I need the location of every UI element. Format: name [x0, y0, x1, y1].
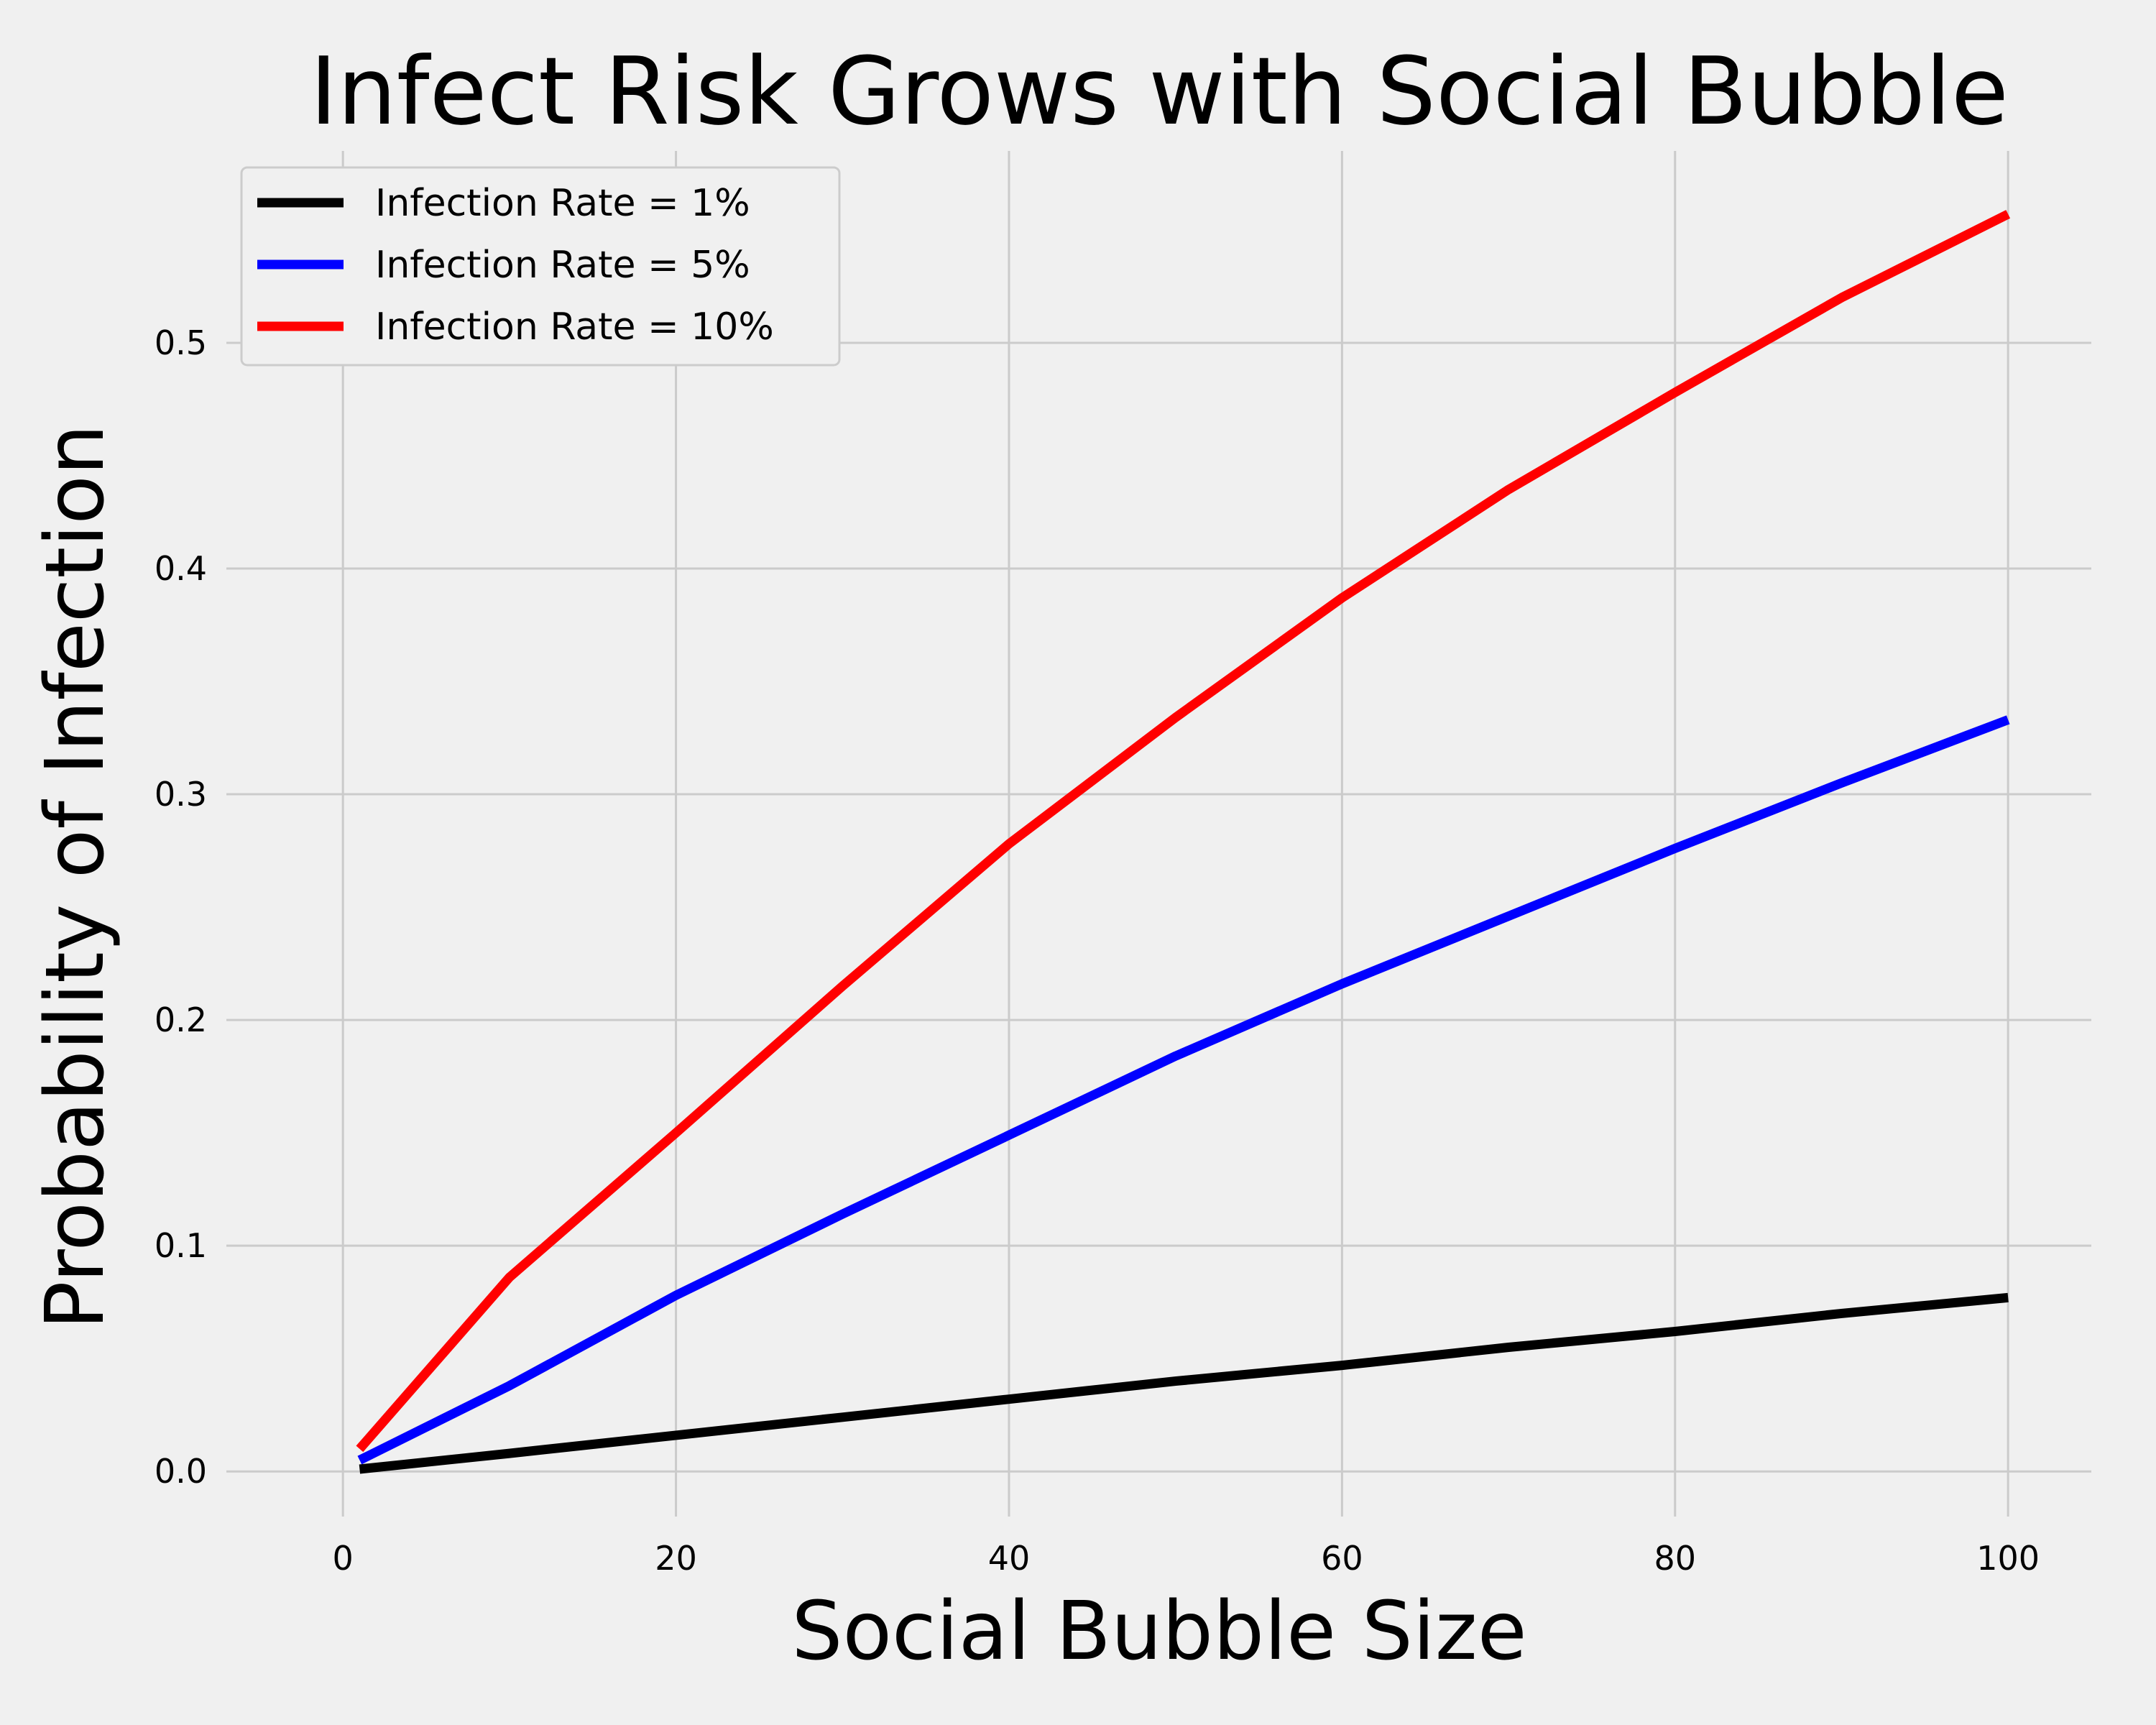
x-tick-label: 60: [1321, 1539, 1363, 1578]
series-lines: [356, 210, 2011, 1474]
legend-box: [240, 166, 841, 367]
grid: [226, 151, 2091, 1517]
y-tick-label: 0.2: [155, 1000, 207, 1039]
x-tick-label: 0: [333, 1539, 354, 1578]
legend-label-2: Infection Rate = 5%: [375, 244, 750, 287]
chart-title: Infect Risk Grows with Social Bubble: [310, 37, 2009, 146]
y-tick-label: 0.3: [155, 775, 207, 814]
series-line-1: [359, 1292, 2009, 1474]
y-axis-ticks: 0.0 0.1 0.2 0.3 0.4 0.5: [155, 323, 207, 1491]
legend: Infection Rate = 1% Infection Rate = 5% In…: [240, 166, 841, 367]
y-axis-label: Probability of Infection: [29, 424, 122, 1330]
y-tick-label: 0.0: [155, 1452, 207, 1491]
x-axis-label: Social Bubble Size: [791, 1585, 1526, 1678]
y-tick-label: 0.5: [155, 323, 207, 362]
series-line-3: [356, 210, 2011, 1453]
x-tick-label: 20: [655, 1539, 697, 1578]
y-tick-label: 0.4: [155, 549, 207, 588]
x-tick-label: 100: [1976, 1539, 2040, 1578]
x-tick-label: 80: [1654, 1539, 1696, 1578]
legend-label-3: Infection Rate = 10%: [375, 305, 774, 349]
legend-label-1: Infection Rate = 1%: [375, 182, 750, 225]
series-line-2: [357, 715, 2010, 1465]
y-tick-label: 0.1: [155, 1226, 207, 1265]
x-tick-label: 40: [988, 1539, 1031, 1578]
x-axis-ticks: 0 20 40 60 80 100: [333, 1539, 2040, 1578]
